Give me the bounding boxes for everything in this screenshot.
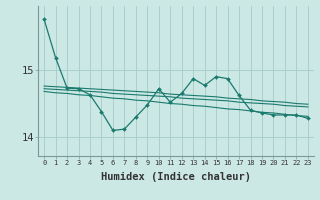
X-axis label: Humidex (Indice chaleur): Humidex (Indice chaleur) — [101, 172, 251, 182]
